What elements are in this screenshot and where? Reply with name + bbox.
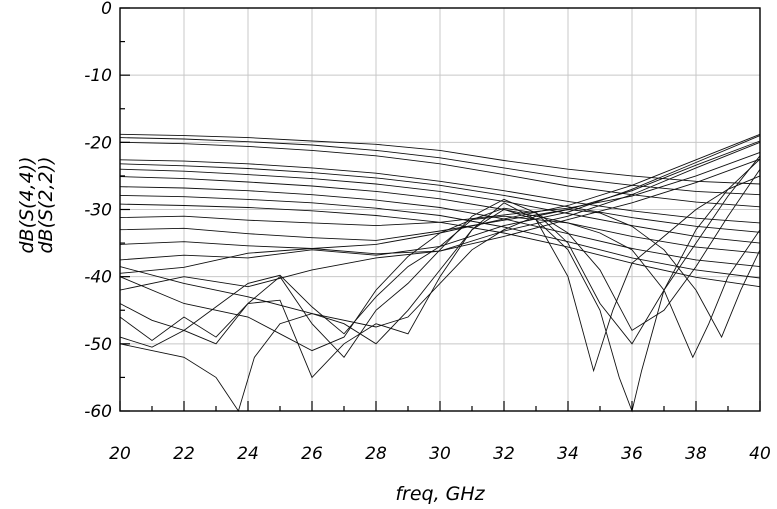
x-tick-label: 28: [365, 444, 387, 464]
x-tick-labels: 20 22 24 26 28 30 32 34 36 38 40: [109, 444, 771, 464]
y-tick-label: -50: [84, 335, 112, 355]
x-tick-label: 38: [685, 444, 707, 464]
grid: [120, 8, 760, 411]
y-tick-label: -20: [84, 133, 112, 153]
y-tick-label: -40: [84, 268, 112, 288]
y-tick-label: -30: [84, 201, 112, 221]
series-line-2: [119, 137, 761, 196]
series-line-22: [119, 209, 761, 339]
y-tick-labels: 0 -10 -20 -30 -40 -50 -60: [84, 0, 112, 422]
y-axis-title-1: dB(S(4,4)): [16, 156, 38, 253]
x-tick-label: 22: [173, 444, 195, 464]
y-axis-title-2: dB(S(2,2)): [35, 156, 57, 253]
series-line-21: [119, 215, 761, 359]
series-line-4: [119, 159, 761, 224]
y-tick-label: 0: [101, 0, 112, 19]
series-line-16: [119, 158, 761, 291]
x-tick-label: 40: [749, 444, 771, 464]
x-tick-label: 26: [301, 444, 323, 464]
x-tick-label: 30: [429, 444, 451, 464]
axis-ticks: [119, 7, 761, 412]
x-tick-label: 34: [557, 444, 579, 464]
x-tick-label: 32: [493, 444, 515, 464]
series-line-8: [119, 186, 761, 268]
y-tick-label: -60: [84, 402, 112, 422]
x-tick-label: 20: [109, 444, 131, 464]
x-axis-title: freq, GHz: [395, 483, 485, 505]
series-line-12: [119, 140, 761, 241]
series-line-11: [119, 151, 761, 227]
series-line-9: [119, 194, 761, 279]
series-line-3: [119, 141, 761, 208]
x-tick-label: 36: [621, 444, 643, 464]
series-line-17: [119, 168, 761, 335]
y-tick-label: -10: [84, 66, 112, 86]
series-line-7: [119, 176, 761, 254]
series-line-6: [119, 168, 761, 244]
series-line-5: [119, 163, 761, 233]
series-lines: [119, 133, 761, 413]
series-line-20: [119, 175, 761, 413]
series-line-18: [119, 155, 761, 359]
series-line-1: [119, 133, 761, 185]
x-tick-label: 24: [237, 444, 259, 464]
